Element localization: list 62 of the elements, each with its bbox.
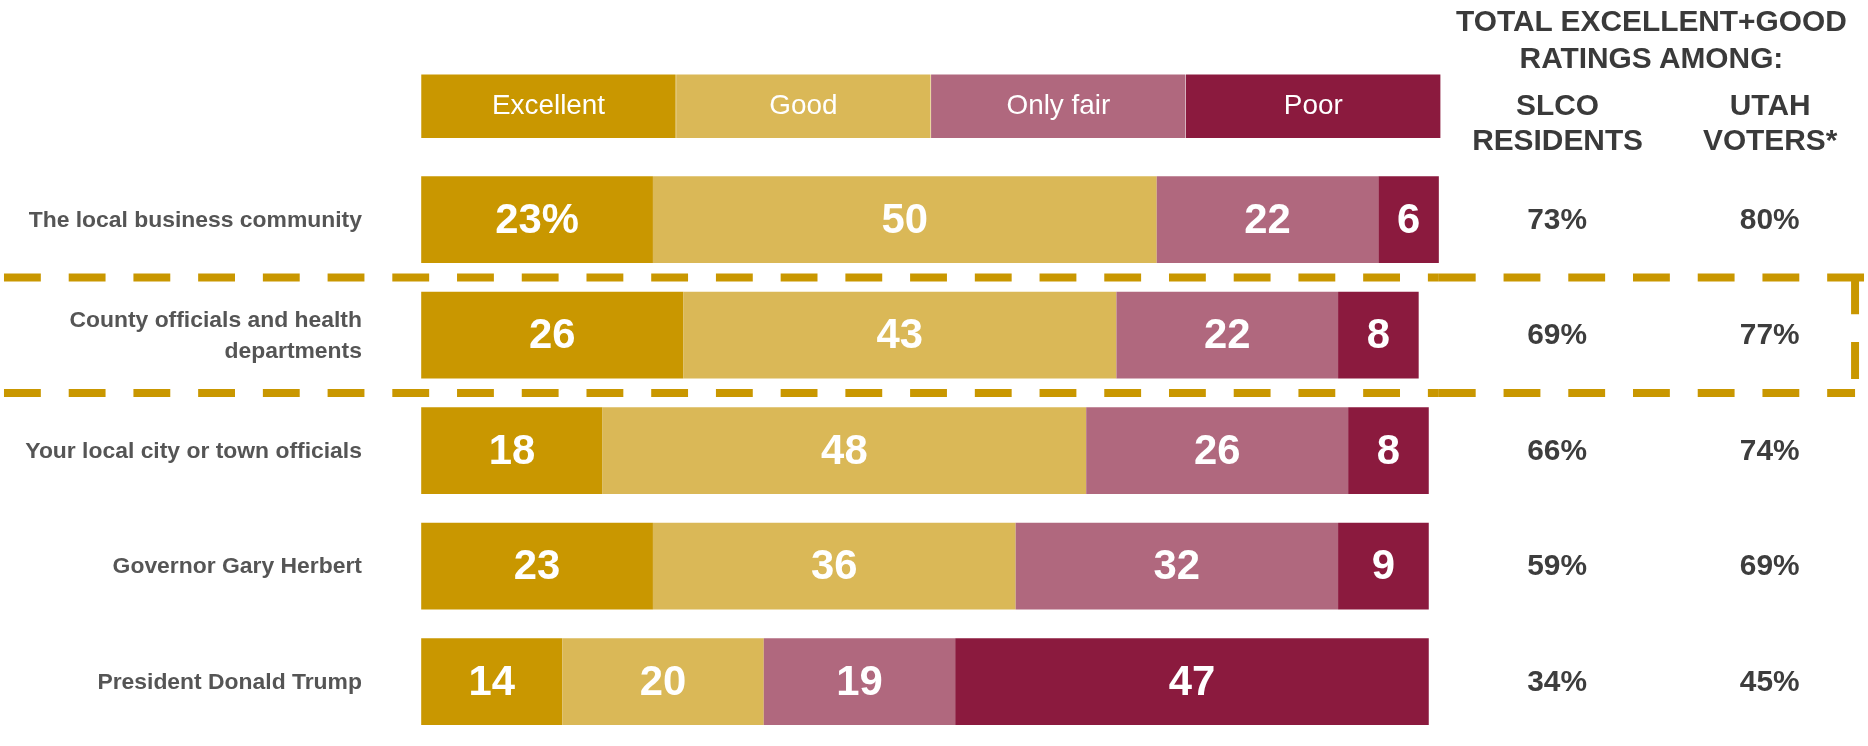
data-label: 23%: [495, 194, 579, 242]
text: 45%: [1739, 663, 1800, 697]
bar: [1086, 407, 1349, 494]
bar: [1338, 291, 1419, 379]
data-label: 19: [836, 656, 883, 704]
data-label: 18: [488, 425, 536, 473]
bar: [1116, 291, 1339, 379]
data-label: 43: [876, 310, 924, 358]
bar: [562, 638, 764, 725]
data-label: 26: [528, 310, 576, 358]
data-label: 48: [821, 425, 868, 473]
bar: [955, 638, 1429, 725]
text: 80%: [1739, 201, 1800, 235]
text: 69%: [1527, 317, 1587, 351]
data-label: 8: [1376, 425, 1401, 473]
bar: [763, 638, 956, 725]
bar: [1156, 176, 1379, 263]
data-label: 26: [1193, 425, 1241, 473]
y-tick-label: Governor Gary Herbert: [112, 552, 363, 579]
y-tick-label: The local business community: [28, 205, 363, 232]
data-label: 47: [1168, 656, 1216, 704]
bar: [421, 291, 684, 379]
data-label: 32: [1153, 541, 1201, 589]
data-label: 36: [811, 541, 858, 589]
text: 69%: [1739, 548, 1800, 582]
bar: [652, 176, 1157, 263]
text: 59%: [1527, 548, 1587, 582]
text: Poor: [1283, 89, 1343, 121]
data-label: 22: [1203, 310, 1251, 358]
bar: [421, 522, 653, 610]
data-label: 6: [1396, 194, 1421, 242]
data-label: 20: [639, 656, 687, 704]
bar: [421, 407, 603, 494]
text: 77%: [1739, 317, 1800, 351]
text: 66%: [1527, 432, 1587, 466]
text: 73%: [1527, 201, 1587, 235]
category-label: SLCO RESIDENTS: [1472, 87, 1644, 157]
data-label: 50: [881, 194, 929, 242]
category-label: UTAH VOTERS*: [1702, 87, 1838, 157]
text: Only fair: [1006, 89, 1111, 121]
bar: [1015, 522, 1339, 610]
bar: [602, 407, 1087, 494]
data-label: 9: [1371, 541, 1396, 589]
y-tick-label: Your local city or town officials: [25, 436, 362, 463]
text: TOTAL EXCELLENT+GOOD RATINGS AMONG:: [1456, 4, 1847, 75]
text: 74%: [1739, 432, 1800, 466]
y-tick-label: President Donald Trump: [97, 667, 362, 694]
bar: [1348, 407, 1429, 494]
data-label: 22: [1244, 194, 1291, 242]
data-label: 14: [468, 656, 516, 704]
y-tick-label: County officials and health departments: [69, 305, 362, 363]
data-label: 8: [1366, 310, 1391, 358]
text: Excellent: [491, 89, 606, 121]
bar: [421, 638, 563, 725]
bar: [683, 291, 1117, 379]
bar: [652, 522, 1016, 610]
bar: [421, 176, 653, 263]
bar: [1338, 522, 1429, 610]
text: 34%: [1527, 663, 1587, 697]
text: Good: [769, 89, 838, 121]
bar: [1378, 176, 1439, 263]
data-label: 23: [513, 541, 561, 589]
